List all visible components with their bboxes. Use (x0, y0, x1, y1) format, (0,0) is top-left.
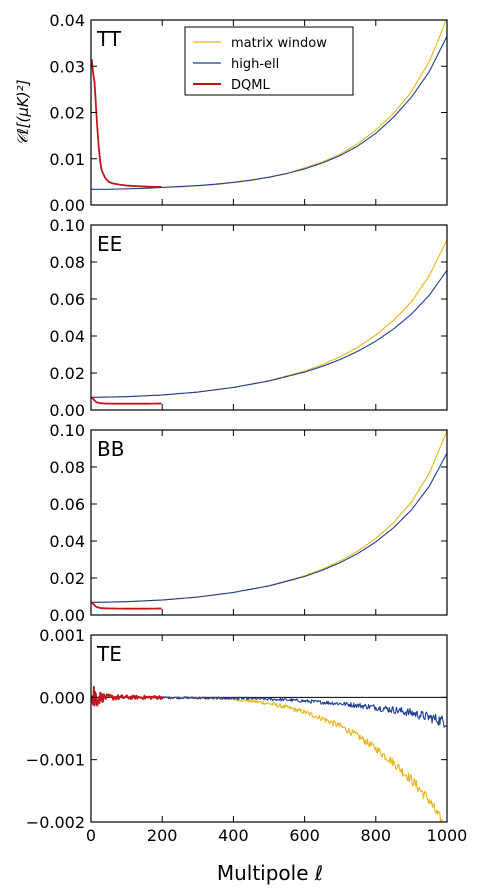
y-tick-label: 0.02 (49, 364, 85, 383)
y-tick-label: 0.10 (49, 421, 85, 440)
y-tick-label: −0.002 (26, 813, 85, 832)
series-dqml-bb (91, 601, 162, 610)
axes-frame (90, 224, 448, 411)
y-tick-label: 0.00 (49, 401, 85, 420)
legend-entry: DQML (231, 78, 270, 93)
y-tick-label: 0.01 (49, 150, 85, 169)
y-tick-label: 0.08 (49, 253, 85, 272)
x-tick-label: 0 (86, 826, 96, 845)
legend-entry: high-ell (231, 57, 279, 72)
y-tick-label: 0.02 (49, 569, 85, 588)
series-dqml-te (91, 685, 164, 707)
panel-te: −0.002 −0.001 0.000 0.001 0 200 400 600 800 1000 T… (26, 626, 468, 845)
series-matrix-window-te (126, 696, 446, 822)
series-dqml-ee (91, 396, 162, 405)
y-tick-label: 0.03 (49, 57, 85, 76)
x-tick-label: 800 (361, 826, 392, 845)
series-matrix-window-ee (91, 239, 447, 398)
series-high-ell-ee (91, 270, 447, 398)
x-tick-label: 400 (218, 826, 249, 845)
series-high-ell-bb (91, 452, 447, 603)
x-tick-label: 200 (147, 826, 178, 845)
series-dqml-tt (91, 59, 162, 188)
legend: matrix window high-ell DQML (184, 26, 354, 96)
y-tick-label: 0.00 (49, 196, 85, 215)
panel-label: TT (96, 27, 122, 51)
y-tick-label: 0.000 (39, 688, 85, 707)
y-tick-label: 0.02 (49, 104, 85, 123)
panel-ee: 0.00 0.02 0.04 0.06 0.08 0.10 EE (49, 216, 448, 420)
series-matrix-window-bb (91, 430, 447, 603)
axes-frame (90, 634, 448, 823)
axes-frame (90, 429, 448, 616)
x-tick-label: 1000 (427, 826, 468, 845)
y-tick-label: 0.06 (49, 290, 85, 309)
panel-bb: 0.00 0.02 0.04 0.06 0.08 0.10 BB (49, 421, 448, 625)
panel-label: TE (96, 642, 122, 666)
panel-tt: 0.00 0.01 0.02 0.03 0.04 TT 𝒞ℓ[(μK)²] (14, 11, 448, 215)
panel-label: EE (97, 232, 122, 256)
y-tick-label: −0.001 (26, 751, 85, 770)
y-tick-label: 0.04 (49, 11, 85, 30)
x-tick-label: 600 (289, 826, 320, 845)
y-tick-label: 0.04 (49, 327, 85, 346)
panel-label: BB (97, 437, 124, 461)
y-tick-label: 0.10 (49, 216, 85, 235)
x-axis-label: Multipole ℓ (217, 861, 323, 885)
y-tick-label: 0.04 (49, 532, 85, 551)
y-tick-label: 0.00 (49, 606, 85, 625)
y-tick-label: 0.06 (49, 495, 85, 514)
y-axis-label: 𝒞ℓ[(μK)²] (14, 79, 32, 145)
legend-entry: matrix window (231, 36, 327, 51)
series-high-ell-tt (91, 35, 447, 190)
y-tick-label: 0.08 (49, 458, 85, 477)
series-high-ell-te (143, 695, 447, 728)
y-tick-label: 0.001 (39, 626, 85, 645)
